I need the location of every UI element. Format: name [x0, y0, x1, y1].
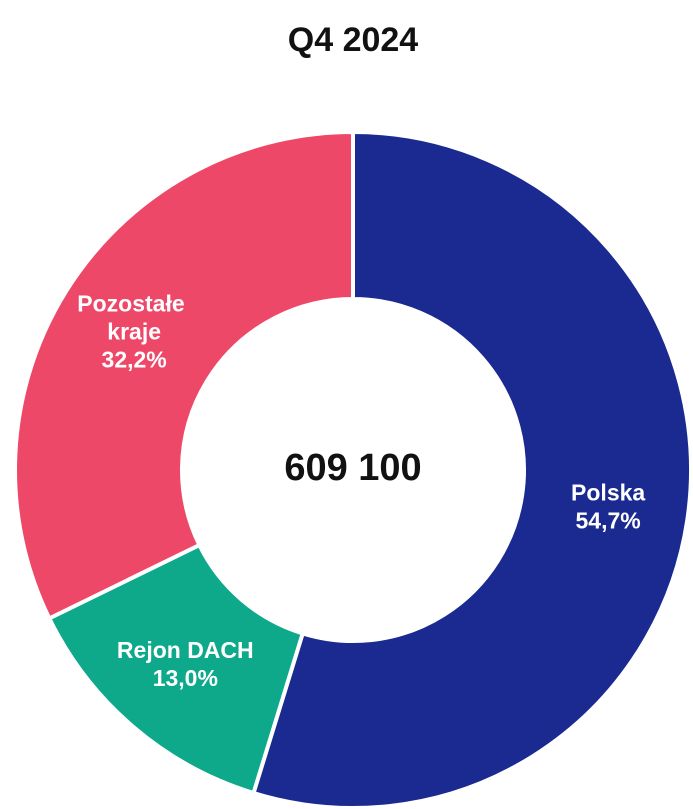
slice-name: Polska: [571, 479, 645, 505]
donut-slice: [251, 129, 693, 809]
slice-value-label: 54,7%: [576, 507, 641, 533]
donut-slice: [46, 542, 306, 796]
slice-value-label: 32,2%: [102, 346, 167, 372]
center-label: 609 100: [284, 447, 421, 489]
slices: [13, 129, 693, 809]
donut-slice: [13, 129, 355, 622]
chart-title: Q4 2024: [288, 21, 419, 59]
slice-value-label: 13,0%: [153, 665, 218, 691]
slice-name: Pozostałe kraje: [77, 290, 191, 344]
slice-name: Rejon DACH: [117, 637, 254, 663]
